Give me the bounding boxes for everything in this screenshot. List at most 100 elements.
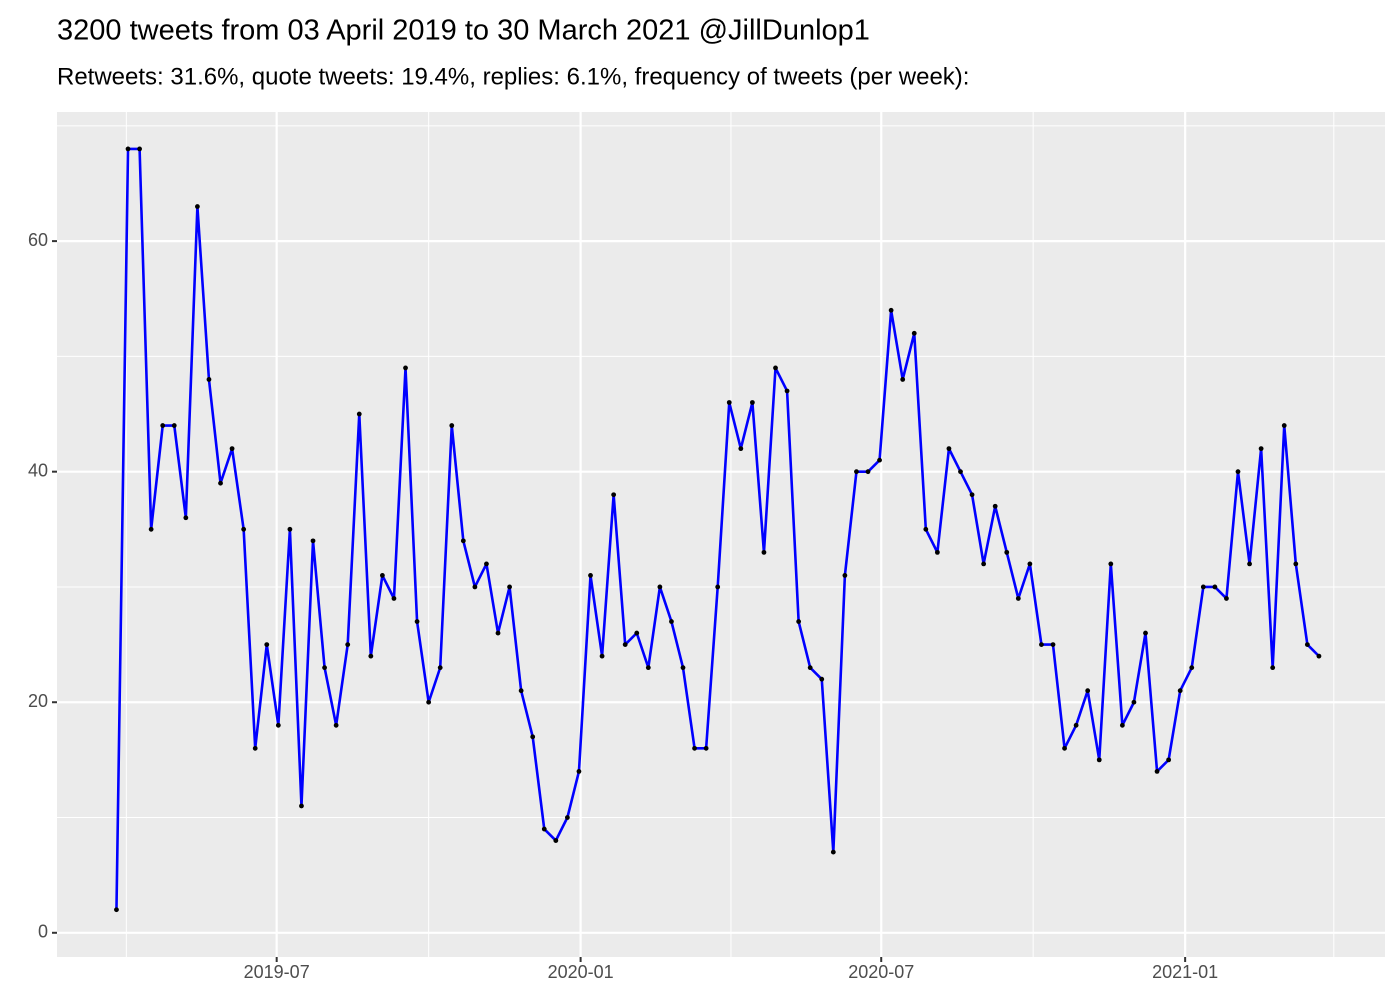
point <box>541 826 547 832</box>
point <box>1258 446 1264 452</box>
point <box>1316 653 1322 659</box>
point <box>1108 561 1114 567</box>
point <box>368 653 374 659</box>
point <box>229 446 235 452</box>
point <box>1004 549 1010 555</box>
point <box>842 573 848 578</box>
point <box>969 492 975 498</box>
point <box>1200 584 1206 590</box>
point <box>449 423 455 428</box>
point <box>576 768 582 774</box>
point <box>1027 561 1033 567</box>
y-tick-label: 0 <box>38 922 48 942</box>
chart-title: 3200 tweets from 03 April 2019 to 30 Mar… <box>57 15 870 47</box>
point <box>252 745 258 751</box>
point <box>414 619 420 624</box>
point <box>437 665 443 671</box>
point <box>703 745 709 751</box>
point <box>1304 642 1310 647</box>
point <box>484 561 489 567</box>
point <box>738 446 744 452</box>
point <box>645 665 651 671</box>
point <box>287 526 293 532</box>
x-tick-label: 2019-07 <box>244 962 310 982</box>
point <box>553 838 559 843</box>
y-tick-label: 40 <box>28 460 48 480</box>
point <box>1212 584 1218 590</box>
point <box>911 330 917 336</box>
point <box>518 688 524 694</box>
point <box>310 538 316 544</box>
point <box>877 457 882 463</box>
x-tick-label: 2021-01 <box>1152 962 1218 982</box>
point <box>830 849 836 855</box>
point <box>669 619 674 624</box>
point <box>183 515 189 521</box>
point <box>391 596 397 601</box>
point <box>1073 722 1079 728</box>
point <box>1143 630 1148 636</box>
point <box>160 423 166 428</box>
point <box>1177 688 1183 694</box>
point <box>264 642 270 647</box>
point <box>992 503 998 509</box>
point <box>888 307 894 313</box>
point <box>403 365 408 371</box>
point <box>137 146 142 152</box>
point <box>148 526 154 532</box>
point <box>495 630 501 636</box>
point <box>218 480 223 486</box>
point <box>796 619 802 624</box>
point <box>657 584 663 590</box>
point <box>171 423 177 428</box>
point <box>680 665 686 671</box>
point <box>854 469 859 475</box>
point <box>1085 688 1091 694</box>
point <box>934 549 940 555</box>
point <box>241 526 247 532</box>
point <box>299 803 304 809</box>
point <box>333 722 339 728</box>
point <box>530 734 536 740</box>
point <box>900 377 906 382</box>
point <box>588 573 593 578</box>
point <box>379 573 385 578</box>
point <box>1119 722 1125 728</box>
point <box>611 492 617 498</box>
point <box>1096 757 1102 763</box>
point <box>981 561 987 567</box>
point <box>564 815 570 820</box>
point <box>692 745 697 751</box>
point <box>622 642 628 647</box>
point <box>1062 745 1067 751</box>
point <box>206 377 212 382</box>
point <box>819 676 825 682</box>
point <box>865 469 871 475</box>
point <box>275 722 281 728</box>
point <box>1015 596 1021 601</box>
point <box>472 584 478 590</box>
point <box>761 549 767 555</box>
point <box>1293 561 1299 567</box>
point <box>1050 642 1056 647</box>
point <box>1270 665 1276 671</box>
point <box>460 538 466 544</box>
x-tick-label: 2020-07 <box>848 962 914 982</box>
point <box>923 526 929 532</box>
point <box>715 584 721 590</box>
point <box>749 400 755 405</box>
point <box>125 146 131 152</box>
point <box>1224 596 1229 601</box>
point <box>356 411 362 417</box>
point <box>1039 642 1044 647</box>
point <box>773 365 778 371</box>
point <box>1131 699 1137 705</box>
point <box>1235 469 1241 475</box>
y-tick-label: 20 <box>28 691 48 711</box>
point <box>599 653 605 659</box>
point <box>958 469 963 475</box>
point <box>807 665 813 671</box>
point <box>1189 665 1195 671</box>
point <box>1281 423 1287 428</box>
